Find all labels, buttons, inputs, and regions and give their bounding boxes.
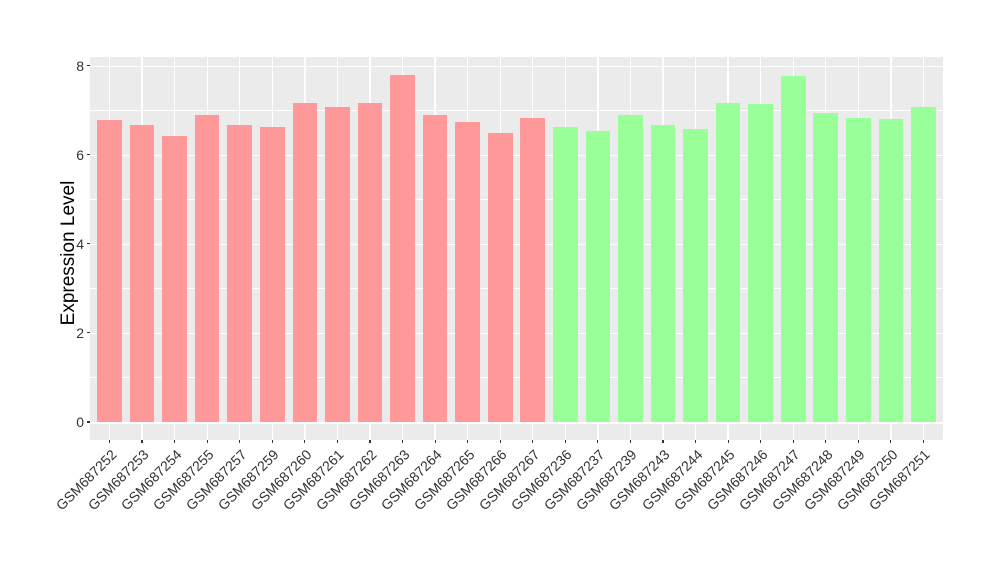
x-axis-tick (206, 440, 208, 443)
x-axis-tick (141, 440, 143, 443)
bar-GSM687265 (455, 122, 480, 422)
bar-GSM687252 (97, 119, 122, 422)
bar-GSM687253 (129, 125, 155, 422)
gridline-major (90, 154, 943, 157)
y-axis-tick (87, 65, 90, 67)
x-axis-tick (694, 440, 697, 443)
x-axis-tick (597, 440, 599, 443)
y-tick-label: 2 (76, 324, 84, 341)
y-tick-label: 4 (76, 235, 84, 252)
y-axis-title: Expression Level (58, 180, 79, 326)
x-axis-tick (792, 440, 794, 443)
bar-GSM687243 (650, 124, 676, 422)
x-axis-tick (825, 440, 827, 443)
bar-GSM687260 (292, 103, 318, 422)
x-axis-tick (890, 440, 892, 443)
y-axis-tick (87, 154, 90, 156)
gridline-minor (90, 377, 943, 379)
bar-GSM687263 (390, 74, 415, 422)
y-axis-tick (87, 421, 90, 423)
y-axis-tick (87, 243, 90, 245)
bar-GSM687267 (520, 117, 546, 422)
bar-GSM687261 (325, 107, 350, 422)
gridline-minor (90, 288, 943, 290)
bar-GSM687257 (227, 124, 253, 422)
gridline-minor (90, 110, 943, 111)
x-axis-tick (108, 440, 111, 443)
bar-GSM687251 (911, 107, 936, 422)
x-axis-tick (174, 440, 176, 443)
x-axis-tick (857, 440, 859, 443)
bar-GSM687248 (813, 112, 839, 422)
gridline-major (90, 332, 943, 335)
bar-GSM687244 (683, 129, 708, 422)
bar-GSM687250 (878, 119, 904, 422)
gridline-major (90, 243, 943, 246)
x-axis-tick (499, 440, 501, 443)
bar-GSM687246 (748, 103, 773, 422)
x-axis-tick (434, 440, 436, 443)
bar-GSM687264 (422, 115, 448, 422)
bar-GSM687254 (162, 135, 187, 422)
x-axis-tick (629, 440, 632, 443)
gridline-major (90, 422, 943, 424)
gridline-major (90, 65, 943, 68)
x-axis-tick (532, 440, 534, 443)
bar-GSM687262 (357, 102, 383, 422)
y-axis-tick (87, 332, 90, 334)
gridline-minor (90, 199, 943, 201)
bar-GSM687247 (780, 75, 806, 422)
y-tick-label: 8 (76, 57, 84, 74)
x-axis-tick (760, 440, 762, 443)
x-axis-tick (662, 440, 664, 443)
x-axis-tick (239, 440, 241, 443)
x-axis-tick (467, 440, 469, 443)
x-axis-tick (336, 440, 339, 443)
x-axis-tick (564, 440, 566, 443)
bar-GSM687249 (846, 117, 871, 422)
bar-GSM687255 (194, 115, 220, 422)
x-axis-tick (727, 440, 729, 443)
bar-GSM687237 (585, 131, 611, 422)
x-axis-tick (369, 440, 371, 443)
x-axis-tick (304, 440, 306, 443)
bar-GSM687239 (618, 115, 643, 422)
y-tick-label: 6 (76, 146, 84, 163)
bar-GSM687266 (487, 132, 513, 422)
bar-GSM687245 (715, 103, 741, 422)
x-axis-tick (401, 440, 404, 443)
y-tick-label: 0 (76, 414, 84, 430)
bar-GSM687259 (260, 126, 285, 422)
x-axis-tick (271, 440, 273, 443)
x-axis-tick (922, 440, 925, 443)
bar-GSM687236 (553, 127, 578, 422)
